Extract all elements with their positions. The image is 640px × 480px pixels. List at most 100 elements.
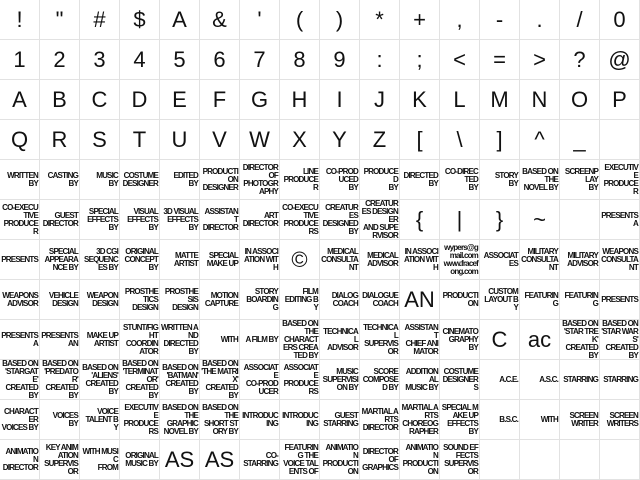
glyph-cell[interactable]: EDITED BY <box>160 160 200 200</box>
glyph-cell[interactable]: SCORE COMPOSED BY <box>360 360 400 400</box>
glyph-cell[interactable]: WITH <box>200 320 240 360</box>
glyph-cell[interactable]: B.S.C. <box>480 400 520 440</box>
glyph-cell[interactable]: MUSIC SUPERVISION BY <box>320 360 360 400</box>
glyph-cell[interactable]: PRODUCTION <box>440 280 480 320</box>
glyph-cell[interactable]: WITH MUSIC FROM <box>80 440 120 480</box>
glyph-cell[interactable]: KEY ANIMATION SUPERVISOR <box>40 440 80 480</box>
glyph-cell[interactable]: ART DIRECTOR <box>240 200 280 240</box>
glyph-cell[interactable]: ANIMATION DIRECTOR <box>0 440 40 480</box>
glyph-cell[interactable]: = <box>480 40 520 80</box>
glyph-cell[interactable]: SPECIAL MAKE UP <box>200 240 240 280</box>
glyph-cell[interactable]: DIALOG COACH <box>320 280 360 320</box>
glyph-cell[interactable]: MEDICAL ADVISOR <box>360 240 400 280</box>
glyph-cell[interactable]: E <box>160 80 200 120</box>
glyph-cell[interactable]: C <box>480 320 520 360</box>
glyph-cell[interactable]: BASED ON THE CHARACTERS CREATED BY <box>280 319 320 360</box>
glyph-cell[interactable]: GUEST STARRING <box>320 400 360 440</box>
glyph-cell[interactable]: VOICES BY <box>40 400 80 440</box>
glyph-cell[interactable]: AS <box>200 440 240 480</box>
glyph-cell[interactable]: N <box>520 80 560 120</box>
glyph-cell[interactable]: K <box>400 80 440 120</box>
glyph-cell[interactable]: S <box>80 120 120 160</box>
glyph-cell[interactable]: ANIMATION PRODUCTION <box>400 440 440 480</box>
glyph-cell[interactable]: , <box>440 0 480 40</box>
glyph-cell[interactable]: CO-DIRECTED BY <box>440 160 480 200</box>
glyph-cell[interactable]: MAKE UP ARTIST <box>80 320 120 360</box>
glyph-cell[interactable]: BASED ON 'STARGATE' CREATED BY <box>0 359 40 400</box>
glyph-cell[interactable]: . <box>520 0 560 40</box>
glyph-cell[interactable] <box>560 200 600 240</box>
glyph-cell[interactable]: Y <box>320 120 360 160</box>
glyph-cell[interactable]: FEATURING THE VOICE TALENTS OF <box>280 440 320 480</box>
glyph-cell[interactable]: PRESENTS <box>0 240 40 280</box>
glyph-cell[interactable]: 4 <box>120 40 160 80</box>
glyph-cell[interactable]: FILM EDITING BY <box>280 280 320 320</box>
glyph-cell[interactable]: BASED ON 'STAR WARS' CREATED BY <box>600 319 640 360</box>
glyph-cell[interactable]: MOTION CAPTURE <box>200 280 240 320</box>
glyph-cell[interactable]: 9 <box>320 40 360 80</box>
glyph-cell[interactable]: G <box>240 80 280 120</box>
glyph-cell[interactable]: ORIGINAL CONCEPT BY <box>120 240 160 280</box>
glyph-cell[interactable]: U <box>160 120 200 160</box>
glyph-cell[interactable]: VOICE TALENT BY <box>80 400 120 440</box>
glyph-cell[interactable]: CO-EXECUTIVE PRODUCER <box>0 200 40 240</box>
glyph-cell[interactable]: ' <box>240 0 280 40</box>
glyph-cell[interactable]: * <box>360 0 400 40</box>
glyph-cell[interactable] <box>560 440 600 480</box>
glyph-cell[interactable]: CINEMATOGRAPHY BY <box>440 320 480 360</box>
glyph-cell[interactable]: _ <box>560 120 600 160</box>
glyph-cell[interactable]: PRESENTS A <box>600 200 640 240</box>
glyph-cell[interactable]: BASED ON 'BATMAN' CREATED BY <box>160 360 200 400</box>
glyph-cell[interactable]: DIALOGUE COACH <box>360 280 400 320</box>
glyph-cell[interactable]: PRODUCTION DESIGNER <box>200 160 240 200</box>
glyph-cell[interactable]: COSTUME DESIGNERS <box>440 360 480 400</box>
glyph-cell[interactable]: + <box>400 0 440 40</box>
glyph-cell[interactable]: Q <box>0 120 40 160</box>
glyph-cell[interactable]: LINE PRODUCER <box>280 160 320 200</box>
glyph-cell[interactable] <box>480 440 520 480</box>
glyph-cell[interactable]: CHARACTER VOICES BY <box>0 400 40 440</box>
glyph-cell[interactable]: COSTUME DESIGNER <box>120 160 160 200</box>
glyph-cell[interactable]: IN ASSOCIATION WITH <box>240 240 280 280</box>
glyph-cell[interactable]: SPECIAL APPEARANCE BY <box>40 240 80 280</box>
glyph-cell[interactable]: | <box>440 200 480 240</box>
glyph-cell[interactable]: @ <box>600 40 640 80</box>
glyph-cell[interactable]: 3D CGI SEQUENCES BY <box>80 240 120 280</box>
glyph-cell[interactable]: GUEST DIRECTOR <box>40 200 80 240</box>
glyph-cell[interactable]: MILITARY ADVISOR <box>560 240 600 280</box>
glyph-cell[interactable]: PROSTHETICS DESIGN <box>120 280 160 320</box>
glyph-cell[interactable]: A.S.C. <box>520 360 560 400</box>
glyph-cell[interactable]: ORIGINAL MUSIC BY <box>120 440 160 480</box>
glyph-cell[interactable]: 5 <box>160 40 200 80</box>
glyph-cell[interactable]: SPECIAL EFFECTS BY <box>80 200 120 240</box>
glyph-cell[interactable]: C <box>80 80 120 120</box>
glyph-cell[interactable]: INTRODUCING <box>240 400 280 440</box>
glyph-cell[interactable]: CASTING BY <box>40 160 80 200</box>
glyph-cell[interactable]: TECHNICAL SUPERVISOR <box>360 320 400 360</box>
glyph-cell[interactable]: SCREENPLAY BY <box>560 160 600 200</box>
glyph-cell[interactable]: WEAPONS ADVISOR <box>0 280 40 320</box>
glyph-cell[interactable]: © <box>280 240 320 280</box>
glyph-cell[interactable]: ASSISTANT DIRECTOR <box>200 200 240 240</box>
glyph-cell[interactable]: WRITTEN AND DIRECTED BY <box>160 320 200 360</box>
glyph-cell[interactable]: J <box>360 80 400 120</box>
glyph-cell[interactable]: A <box>0 80 40 120</box>
glyph-cell[interactable]: MILITARY CONSULTANT <box>520 240 560 280</box>
glyph-cell[interactable]: WEAPON DESIGN <box>80 280 120 320</box>
glyph-cell[interactable]: PROSTHESIS DESIGN <box>160 280 200 320</box>
glyph-cell[interactable] <box>520 440 560 480</box>
glyph-cell[interactable]: BASED ON 'TERMINATOR' CREATED BY <box>120 359 160 400</box>
glyph-cell[interactable]: PRESENTS A <box>0 320 40 360</box>
glyph-cell[interactable]: M <box>480 80 520 120</box>
glyph-cell[interactable]: ASSOCIATE CO-PRODUCER <box>240 360 280 400</box>
glyph-cell[interactable]: : <box>360 40 400 80</box>
glyph-cell[interactable]: VEHICLE DESIGN <box>40 280 80 320</box>
glyph-cell[interactable]: DIRECTOR OF GRAPHICS <box>360 440 400 480</box>
glyph-cell[interactable]: VISUAL EFFECTS BY <box>120 200 160 240</box>
glyph-cell[interactable]: BASED ON 'PREDATOR' CREATED BY <box>40 359 80 400</box>
glyph-cell[interactable]: Z <box>360 120 400 160</box>
glyph-cell[interactable]: < <box>440 40 480 80</box>
glyph-cell[interactable]: CO-PRODUCED BY <box>320 160 360 200</box>
glyph-cell[interactable]: AS <box>160 440 200 480</box>
glyph-cell[interactable]: A.C.E. <box>480 360 520 400</box>
